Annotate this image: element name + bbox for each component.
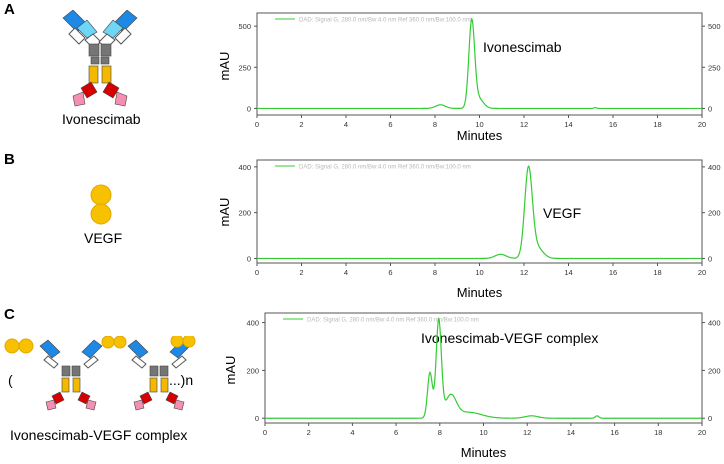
y-axis-title: mAU (217, 198, 232, 227)
vegf-dimer-icon (90, 184, 112, 225)
x-tick-label: 18 (654, 428, 662, 437)
molecule-label-ivonescimab: Ivonescimab (62, 111, 141, 127)
molecule-label-vegf: VEGF (84, 230, 123, 246)
y-tick-label: 0 (255, 414, 259, 423)
x-tick-label: 20 (698, 120, 706, 129)
y-tick-label-right: 400 (708, 319, 721, 328)
y-tick-label: 200 (238, 209, 251, 218)
y-tick-label: 400 (238, 163, 251, 172)
x-axis-title: Minutes (457, 128, 503, 143)
trace-line-ivonescimab-vegf-complex (265, 316, 702, 419)
y-tick-label: 200 (246, 366, 259, 375)
ivonescimab-antibody-icon (62, 10, 138, 107)
molecule-label-complex: Ivonescimab-VEGF complex (10, 427, 188, 443)
x-tick-label: 16 (610, 428, 618, 437)
x-tick-label: 2 (299, 120, 303, 129)
y-axis-title: mAU (217, 52, 232, 81)
trace-line-ivonescimab (257, 17, 702, 110)
y-tick-label-right: 400 (708, 163, 721, 172)
x-tick-label: 8 (433, 120, 437, 129)
trace-line-vegf (257, 165, 702, 260)
y-tick-label-right: 200 (708, 366, 721, 375)
x-tick-label: 10 (479, 428, 487, 437)
chart-title: DAD: Signal G, 280.0 nm/Bw:4.0 nm Ref 36… (299, 165, 471, 171)
x-tick-label: 0 (255, 268, 259, 277)
y-tick-label: 500 (238, 22, 251, 31)
y-tick-label-right: 500 (708, 22, 721, 31)
x-axis-title: Minutes (457, 285, 503, 300)
ivonescimab-vegf-complex-icon (4, 336, 196, 411)
x-tick-label: 12 (520, 268, 528, 277)
x-tick-label: 14 (567, 428, 575, 437)
x-tick-label: 14 (564, 120, 572, 129)
peak-annotation: VEGF (543, 205, 581, 221)
x-tick-label: 6 (394, 428, 398, 437)
chart-title: DAD: Signal G, 280.0 nm/Bw:4.0 nm Ref 36… (307, 318, 479, 324)
complex-close-paren: ...)n (169, 372, 194, 388)
chart-title: DAD: Signal G, 280.0 nm/Bw:4.0 nm Ref 36… (299, 18, 471, 24)
x-tick-label: 18 (653, 268, 661, 277)
x-tick-label: 14 (564, 268, 572, 277)
y-tick-label: 0 (247, 254, 251, 263)
complex-open-paren: ( (8, 372, 13, 388)
x-tick-label: 4 (344, 120, 348, 129)
y-tick-label-right: 0 (708, 104, 712, 113)
x-tick-label: 12 (523, 428, 531, 437)
x-tick-label: 16 (609, 268, 617, 277)
panel-letter-c: C (4, 306, 15, 323)
peak-annotation: Ivonescimab-VEGF complex (421, 330, 598, 346)
x-tick-label: 2 (307, 428, 311, 437)
y-tick-label-right: 200 (708, 209, 721, 218)
y-tick-label: 400 (246, 319, 259, 328)
x-tick-label: 4 (350, 428, 354, 437)
x-tick-label: 4 (344, 268, 348, 277)
panel-letter-a: A (4, 1, 15, 18)
x-axis-title: Minutes (461, 445, 507, 460)
x-tick-label: 12 (520, 120, 528, 129)
x-tick-label: 0 (263, 428, 267, 437)
y-tick-label: 250 (238, 63, 251, 72)
y-axis-title: mAU (223, 356, 238, 385)
x-tick-label: 18 (653, 120, 661, 129)
panel-letter-b: B (4, 151, 15, 168)
x-tick-label: 6 (388, 268, 392, 277)
y-tick-label: 0 (247, 104, 251, 113)
x-tick-label: 16 (609, 120, 617, 129)
peak-annotation: Ivonescimab (483, 39, 562, 55)
y-tick-label-right: 0 (708, 414, 712, 423)
x-tick-label: 8 (438, 428, 442, 437)
x-tick-label: 10 (475, 120, 483, 129)
x-tick-label: 20 (698, 268, 706, 277)
x-tick-label: 0 (255, 120, 259, 129)
x-tick-label: 20 (698, 428, 706, 437)
x-tick-label: 10 (475, 268, 483, 277)
x-tick-label: 8 (433, 268, 437, 277)
plot-frame (256, 12, 703, 116)
x-tick-label: 2 (299, 268, 303, 277)
plot-frame (256, 159, 703, 264)
y-tick-label-right: 250 (708, 63, 721, 72)
x-tick-label: 6 (388, 120, 392, 129)
antibody-shape (62, 10, 138, 107)
y-tick-label-right: 0 (708, 254, 712, 263)
